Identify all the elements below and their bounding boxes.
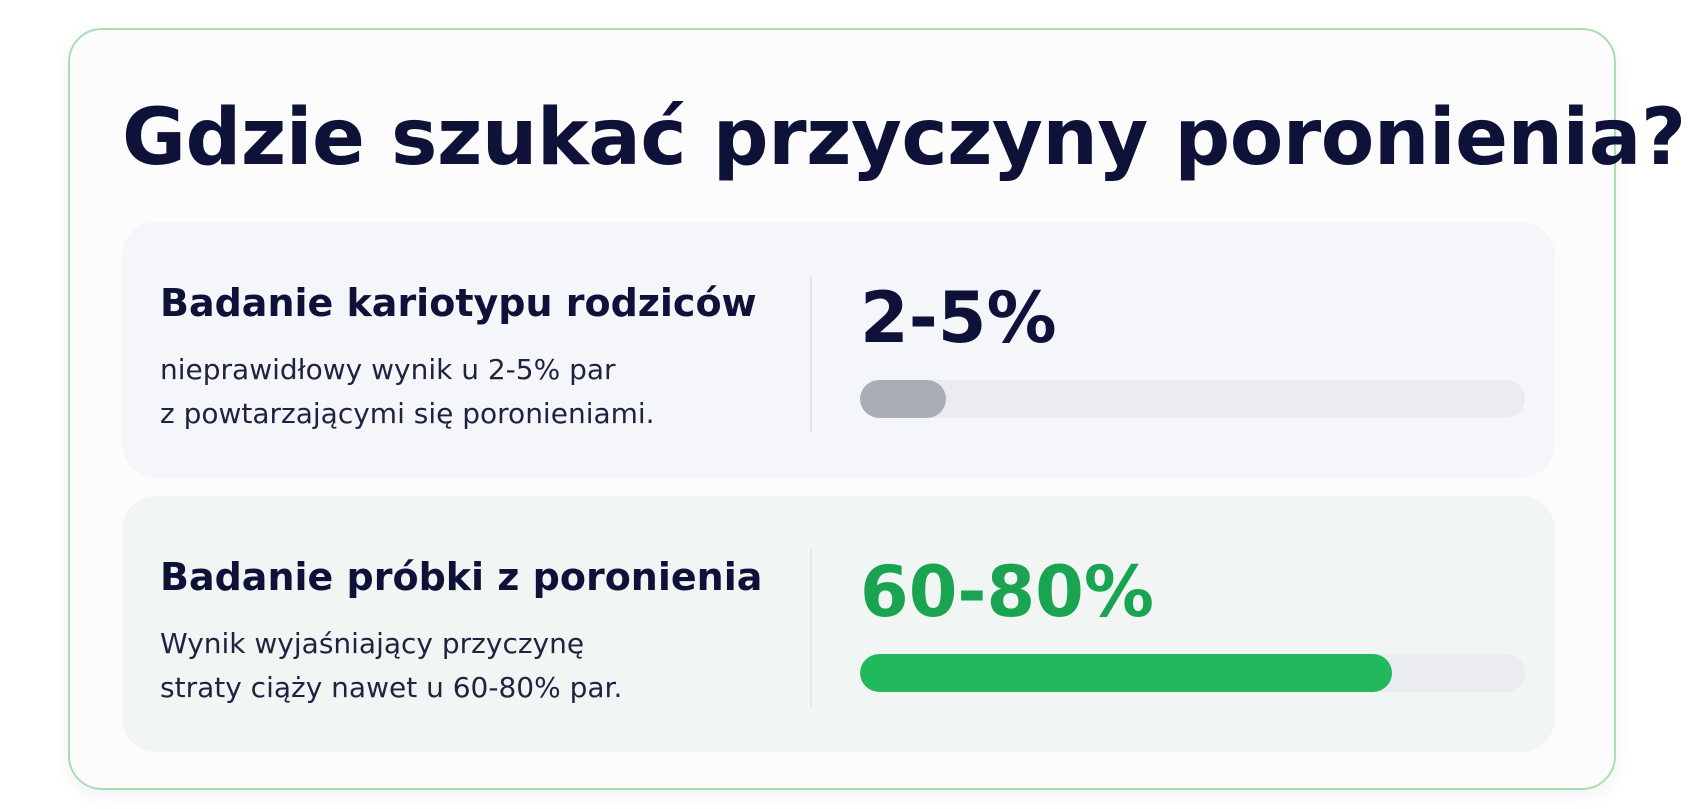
progress-track [860,380,1525,418]
stat-description-line: Wynik wyjaśniający przyczynę [160,627,585,660]
stat-value: 2-5% [860,277,1057,359]
stat-text: Badanie kariotypu rodziców nieprawidłowy… [160,222,780,478]
row-divider [810,550,812,706]
stat-description-line: nieprawidłowy wynik u 2-5% par [160,353,616,386]
row-divider [810,276,812,432]
info-card: Gdzie szukać przyczyny poronienia? Badan… [68,28,1686,790]
stat-heading: Badanie kariotypu rodziców [160,281,757,325]
stat-description: nieprawidłowy wynik u 2-5% par z powtarz… [160,348,655,436]
progress-fill [860,654,1392,692]
stat-description: Wynik wyjaśniający przyczynę straty ciąż… [160,622,622,710]
stat-description-line: straty ciąży nawet u 60-80% par. [160,671,623,704]
stat-row-miscarriage-sample: Badanie próbki z poronienia Wynik wyjaśn… [122,496,1555,752]
stat-heading: Badanie próbki z poronienia [160,555,763,599]
progress-fill [860,380,947,418]
progress-track [860,654,1525,692]
stat-description-line: z powtarzającymi się poronieniami. [160,397,655,430]
stat-row-karyotype: Badanie kariotypu rodziców nieprawidłowy… [122,222,1555,478]
stat-text: Badanie próbki z poronienia Wynik wyjaśn… [160,496,780,752]
page-title: Gdzie szukać przyczyny poronienia? [122,93,1686,183]
stat-value: 60-80% [860,551,1155,633]
